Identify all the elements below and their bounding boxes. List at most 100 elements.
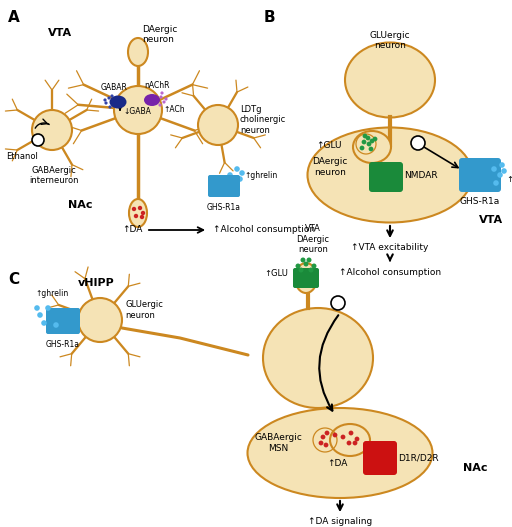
Circle shape: [140, 215, 144, 219]
Text: DAergic
neuron: DAergic neuron: [142, 25, 177, 44]
Text: ↑DA signaling: ↑DA signaling: [308, 517, 372, 526]
Text: Ethanol: Ethanol: [6, 152, 38, 161]
Text: B: B: [264, 10, 275, 25]
Text: ↑DA: ↑DA: [327, 459, 347, 468]
Text: ↑ghrelin: ↑ghrelin: [506, 174, 512, 183]
Circle shape: [318, 441, 324, 445]
Ellipse shape: [308, 128, 473, 222]
Circle shape: [349, 431, 353, 435]
Text: vHIPP: vHIPP: [78, 278, 115, 288]
Circle shape: [298, 268, 304, 272]
Circle shape: [491, 166, 497, 172]
Text: nAChR: nAChR: [144, 81, 170, 90]
Text: GHS-R1a: GHS-R1a: [460, 197, 500, 206]
FancyBboxPatch shape: [369, 162, 403, 192]
Circle shape: [301, 258, 306, 262]
Text: VTA: VTA: [479, 215, 503, 225]
Circle shape: [347, 441, 351, 445]
Circle shape: [32, 134, 44, 146]
Circle shape: [103, 99, 106, 102]
Circle shape: [160, 91, 164, 95]
Circle shape: [132, 207, 136, 211]
Circle shape: [321, 435, 326, 440]
Text: ↑DA: ↑DA: [122, 225, 142, 234]
Text: NMDAR: NMDAR: [404, 171, 438, 180]
Text: GHS-R1a: GHS-R1a: [207, 203, 241, 212]
Circle shape: [239, 170, 245, 176]
FancyBboxPatch shape: [363, 441, 397, 475]
Circle shape: [373, 136, 377, 141]
Text: GHS-R1a: GHS-R1a: [46, 340, 80, 349]
Circle shape: [353, 441, 357, 445]
Text: ↑GLU: ↑GLU: [264, 268, 288, 278]
Circle shape: [309, 268, 313, 272]
Circle shape: [331, 296, 345, 310]
Circle shape: [295, 264, 301, 268]
Circle shape: [355, 436, 359, 442]
Circle shape: [104, 101, 108, 104]
Ellipse shape: [345, 43, 435, 118]
Circle shape: [141, 211, 145, 215]
Circle shape: [34, 305, 40, 311]
Text: +: +: [413, 136, 423, 150]
Circle shape: [307, 258, 311, 262]
Text: +: +: [333, 297, 344, 309]
Text: ↓GABA: ↓GABA: [123, 106, 151, 115]
Circle shape: [304, 261, 309, 267]
Circle shape: [499, 162, 505, 168]
Circle shape: [333, 433, 337, 437]
Text: DAergic
neuron: DAergic neuron: [312, 157, 348, 177]
Circle shape: [108, 96, 111, 100]
Circle shape: [32, 110, 72, 150]
Text: ↑GLU: ↑GLU: [316, 141, 342, 150]
Ellipse shape: [144, 94, 160, 106]
Circle shape: [37, 312, 43, 318]
Text: C: C: [8, 272, 19, 287]
Text: ↑ACh: ↑ACh: [163, 105, 185, 114]
Text: GABAergic
MSN: GABAergic MSN: [254, 433, 302, 453]
Circle shape: [311, 264, 316, 268]
Text: GLUergic
neuron: GLUergic neuron: [370, 31, 410, 50]
Circle shape: [162, 101, 165, 104]
Circle shape: [158, 103, 162, 106]
Circle shape: [114, 86, 162, 134]
Text: ↑Alcohol consumption: ↑Alcohol consumption: [339, 268, 441, 277]
FancyBboxPatch shape: [459, 158, 501, 192]
Ellipse shape: [353, 131, 391, 163]
Circle shape: [340, 435, 346, 440]
Text: ↑ghrelin: ↑ghrelin: [244, 171, 278, 180]
Circle shape: [366, 135, 370, 140]
Text: GABAR: GABAR: [100, 83, 127, 92]
Text: GLUergic
neuron: GLUergic neuron: [125, 300, 163, 320]
Circle shape: [138, 206, 142, 210]
Circle shape: [359, 145, 365, 150]
Circle shape: [362, 134, 368, 139]
Text: GABAergic
interneuron: GABAergic interneuron: [29, 166, 79, 186]
Ellipse shape: [129, 199, 147, 227]
Circle shape: [78, 298, 122, 342]
Ellipse shape: [263, 308, 373, 408]
Circle shape: [134, 214, 138, 218]
Circle shape: [227, 172, 233, 178]
FancyBboxPatch shape: [293, 268, 319, 288]
Circle shape: [234, 166, 240, 172]
Circle shape: [198, 105, 238, 145]
Text: VTA
DAergic
neuron: VTA DAergic neuron: [296, 224, 330, 254]
Circle shape: [411, 136, 425, 150]
Ellipse shape: [247, 408, 433, 498]
Circle shape: [45, 305, 51, 311]
Circle shape: [159, 95, 163, 99]
Text: −: −: [32, 133, 44, 147]
Circle shape: [53, 322, 59, 328]
Text: NAc: NAc: [463, 463, 488, 473]
Circle shape: [325, 431, 329, 435]
Circle shape: [164, 97, 167, 101]
Text: ↑ghrelin: ↑ghrelin: [35, 289, 69, 298]
Circle shape: [367, 142, 371, 147]
Circle shape: [324, 443, 328, 447]
Circle shape: [231, 182, 237, 188]
Ellipse shape: [110, 95, 126, 109]
Circle shape: [237, 176, 243, 182]
Text: LDTg
cholinergic
neuron: LDTg cholinergic neuron: [240, 105, 286, 135]
Circle shape: [361, 140, 367, 144]
